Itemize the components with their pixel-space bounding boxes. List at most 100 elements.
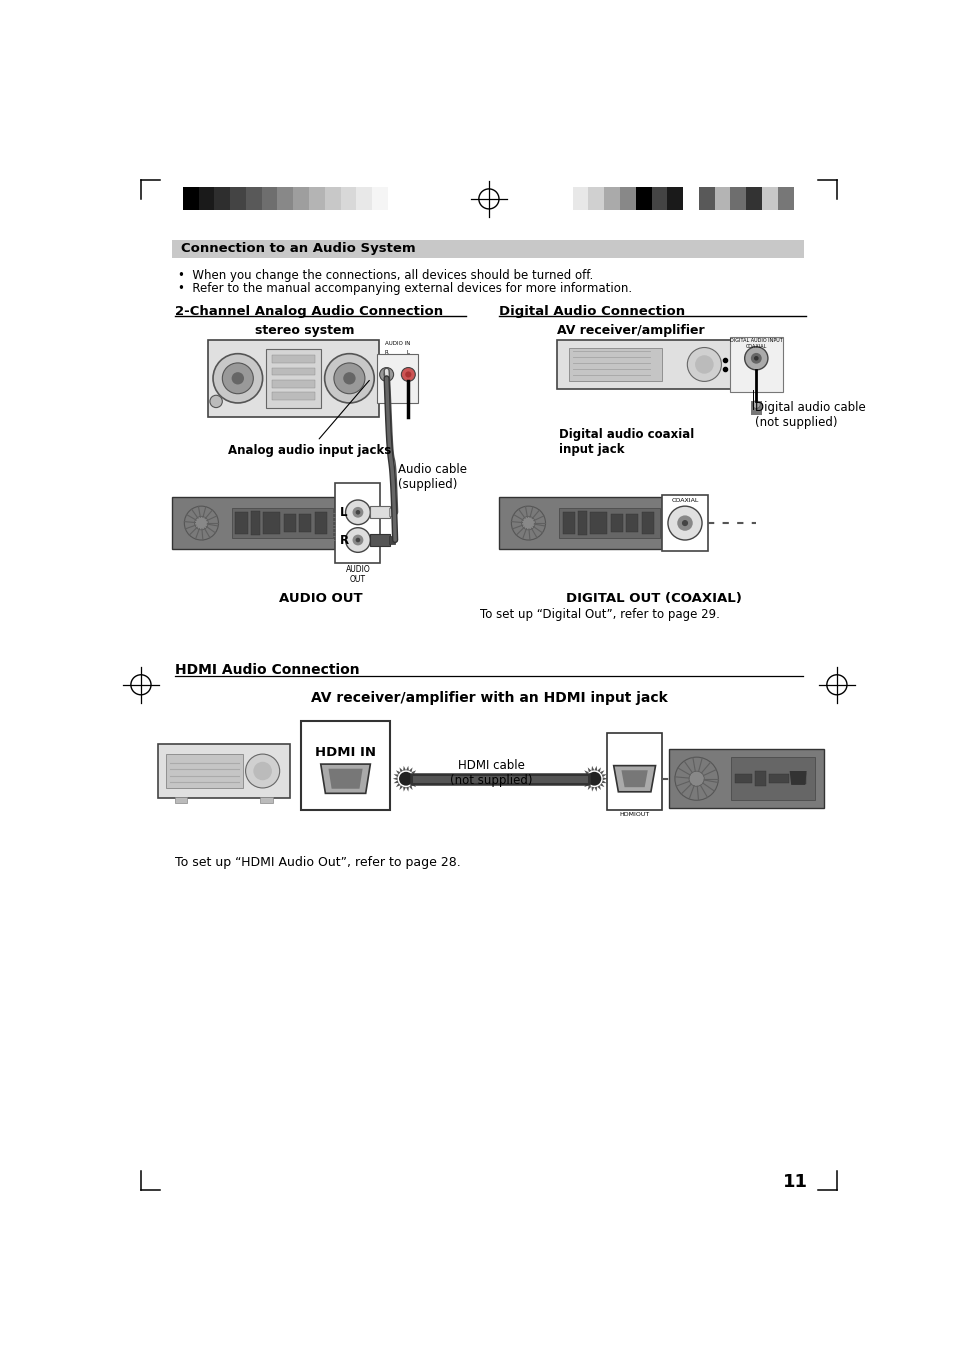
Bar [562,513,575,534]
Bar [625,514,638,533]
Bar [761,187,777,210]
Text: AV receiver/amplifier: AV receiver/amplifier [557,324,704,338]
Circle shape [686,347,720,381]
Bar [661,495,707,551]
Bar [166,754,243,788]
Polygon shape [403,766,406,770]
Circle shape [334,363,365,393]
Polygon shape [399,785,403,791]
Bar [356,187,372,210]
Bar [183,187,198,210]
Polygon shape [581,774,586,777]
Circle shape [353,534,363,545]
Circle shape [383,372,390,377]
Bar [578,511,587,536]
Text: AUDIO
OUT: AUDIO OUT [345,564,370,584]
Circle shape [355,510,360,515]
Bar [272,392,315,400]
Bar [370,506,390,518]
Polygon shape [409,785,412,791]
Polygon shape [411,782,416,786]
Polygon shape [594,766,597,770]
Bar [651,187,666,210]
Polygon shape [583,770,588,774]
Bar [568,347,661,381]
Circle shape [744,347,767,370]
Polygon shape [583,782,588,786]
Bar [233,507,333,538]
Text: Analog audio input jacks: Analog audio input jacks [228,381,391,457]
Text: 11: 11 [781,1173,806,1192]
Polygon shape [413,780,418,784]
Bar [389,536,395,544]
Polygon shape [597,785,600,791]
Polygon shape [599,770,604,774]
Polygon shape [580,777,585,780]
Circle shape [752,400,760,408]
Circle shape [210,395,222,408]
Bar [777,187,793,210]
Bar [389,508,395,517]
Bar [699,187,714,210]
Bar [277,187,293,210]
Circle shape [521,517,535,530]
Bar [641,513,654,534]
Text: R: R [340,533,349,546]
Polygon shape [591,766,594,770]
Circle shape [587,772,600,785]
Polygon shape [399,767,403,772]
Bar [750,400,760,415]
Circle shape [355,538,360,542]
Bar [298,514,311,533]
Bar [272,380,315,388]
Bar [214,187,230,210]
Circle shape [398,772,413,785]
Polygon shape [406,786,409,792]
Circle shape [353,507,363,518]
Circle shape [222,363,253,393]
Bar [607,732,661,810]
Polygon shape [409,767,412,772]
Bar [263,513,280,534]
Bar [754,772,765,786]
Bar [729,336,781,392]
Polygon shape [601,774,606,777]
Polygon shape [789,772,806,785]
Circle shape [750,353,760,363]
Bar [498,496,661,549]
Text: To set up “HDMI Audio Out”, refer to page 28.: To set up “HDMI Audio Out”, refer to pag… [174,856,460,869]
Bar [260,797,273,803]
Circle shape [667,506,701,540]
Circle shape [343,372,355,385]
Text: AUDIO IN: AUDIO IN [384,340,410,346]
Polygon shape [414,777,418,780]
Circle shape [345,500,370,525]
Polygon shape [413,774,418,777]
Bar [261,187,277,210]
Bar [669,750,823,808]
Polygon shape [395,782,400,786]
Polygon shape [591,786,594,792]
Circle shape [677,515,692,530]
Bar [768,774,788,784]
Text: Connection to an Audio System: Connection to an Audio System [181,243,416,255]
Polygon shape [597,767,600,772]
Polygon shape [602,777,607,780]
Bar [388,187,403,210]
Bar [230,187,246,210]
Text: L: L [406,350,410,355]
Bar [272,367,315,376]
Circle shape [345,527,370,552]
Polygon shape [406,766,409,770]
Text: •  When you change the connections, all devices should be turned off.: • When you change the connections, all d… [178,268,593,282]
Text: AUDIO OUT: AUDIO OUT [278,593,362,605]
Text: HDMI IN: HDMI IN [314,746,375,759]
Circle shape [681,519,687,526]
Bar [370,534,390,546]
Circle shape [405,372,411,377]
Polygon shape [328,769,362,789]
Bar [731,757,815,800]
Bar [714,187,730,210]
Polygon shape [411,770,416,774]
Bar [314,513,327,534]
